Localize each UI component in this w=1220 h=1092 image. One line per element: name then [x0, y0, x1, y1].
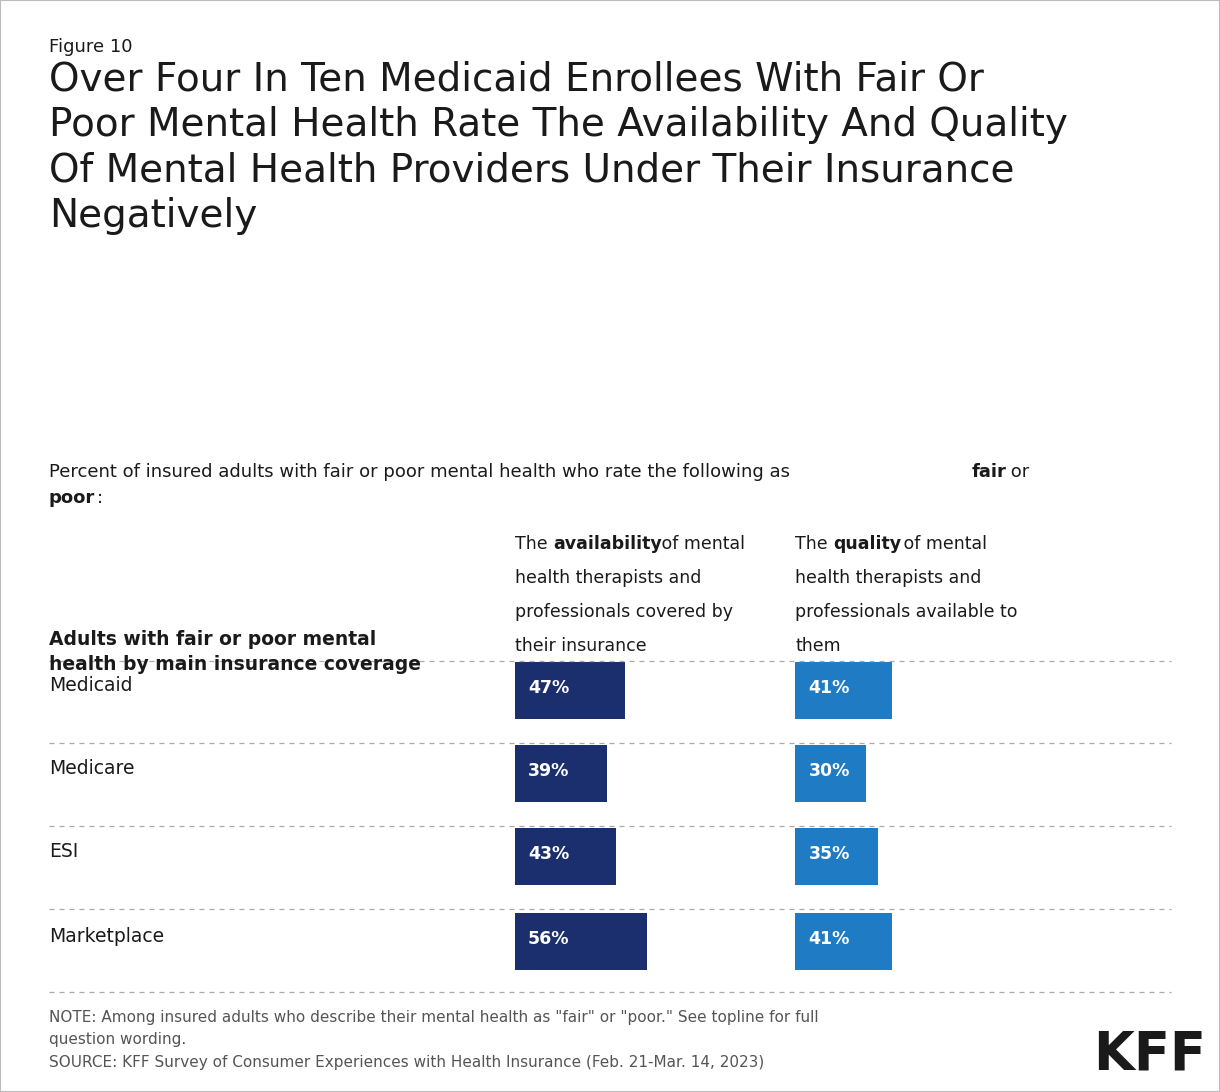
Text: their insurance: their insurance — [515, 637, 647, 654]
Text: 41%: 41% — [809, 679, 850, 697]
Text: Medicaid: Medicaid — [49, 676, 132, 696]
Text: 47%: 47% — [528, 679, 570, 697]
Text: KFF: KFF — [1093, 1029, 1205, 1081]
FancyBboxPatch shape — [515, 913, 647, 970]
Text: them: them — [795, 637, 841, 654]
FancyBboxPatch shape — [795, 913, 892, 970]
Text: professionals covered by: professionals covered by — [515, 603, 732, 620]
Text: Over Four In Ten Medicaid Enrollees With Fair Or
Poor Mental Health Rate The Ava: Over Four In Ten Medicaid Enrollees With… — [49, 60, 1068, 235]
Text: Marketplace: Marketplace — [49, 927, 163, 947]
Text: 39%: 39% — [528, 762, 570, 780]
Text: or: or — [1005, 463, 1030, 480]
Text: Figure 10: Figure 10 — [49, 38, 132, 56]
Text: 30%: 30% — [809, 762, 850, 780]
Text: Adults with fair or poor mental: Adults with fair or poor mental — [49, 630, 376, 649]
Text: 41%: 41% — [809, 930, 850, 948]
Text: The: The — [515, 535, 553, 553]
Text: of mental: of mental — [656, 535, 745, 553]
FancyBboxPatch shape — [515, 828, 616, 885]
Text: health therapists and: health therapists and — [795, 569, 982, 586]
Text: Medicare: Medicare — [49, 759, 134, 779]
Text: fair: fair — [971, 463, 1006, 480]
FancyBboxPatch shape — [515, 745, 606, 802]
Text: quality: quality — [833, 535, 902, 553]
Text: ESI: ESI — [49, 842, 78, 862]
Text: NOTE: Among insured adults who describe their mental health as "fair" or "poor.": NOTE: Among insured adults who describe … — [49, 1010, 819, 1069]
Text: 35%: 35% — [809, 845, 850, 863]
FancyBboxPatch shape — [795, 745, 866, 802]
Text: 43%: 43% — [528, 845, 570, 863]
Text: health by main insurance coverage: health by main insurance coverage — [49, 655, 421, 674]
Text: poor: poor — [49, 489, 95, 507]
Text: Percent of insured adults with fair or poor mental health who rate the following: Percent of insured adults with fair or p… — [49, 463, 795, 480]
Text: 56%: 56% — [528, 930, 570, 948]
Text: of mental: of mental — [898, 535, 987, 553]
Text: :: : — [98, 489, 104, 507]
Text: availability: availability — [553, 535, 661, 553]
Text: professionals available to: professionals available to — [795, 603, 1017, 620]
Text: health therapists and: health therapists and — [515, 569, 702, 586]
FancyBboxPatch shape — [795, 828, 877, 885]
Text: The: The — [795, 535, 833, 553]
FancyBboxPatch shape — [795, 662, 892, 719]
FancyBboxPatch shape — [515, 662, 626, 719]
